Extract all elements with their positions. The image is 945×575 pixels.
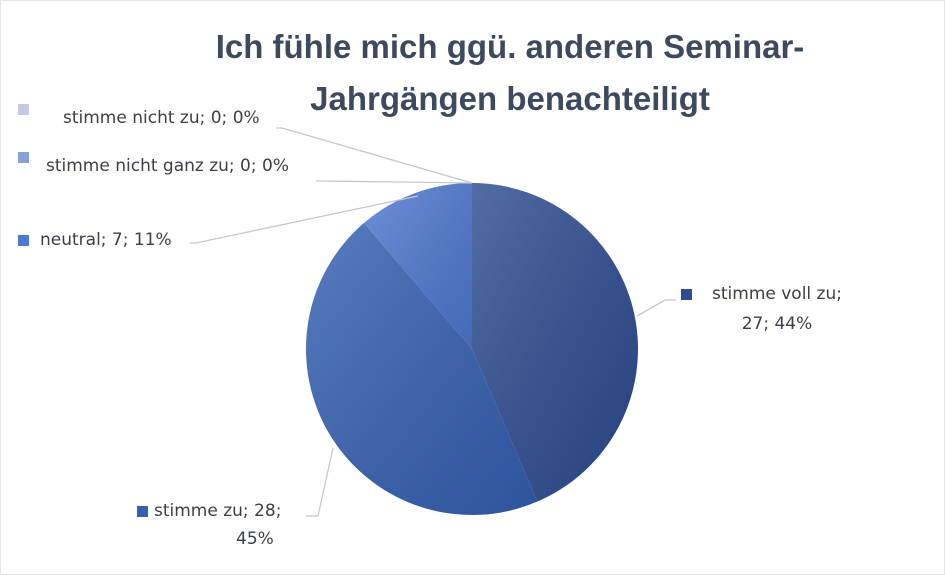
pie-slice-shade-stimme-voll-zu (472, 183, 638, 502)
data-label-stimme-voll-zu-line2: 27; 44% (741, 314, 813, 334)
leader-line-stimme-nicht-ganz-zu (316, 180, 473, 184)
pie-slice-shade-stimme-zu (306, 223, 538, 515)
data-label-stimme-zu-line2: 45% (236, 529, 274, 549)
data-label-stimme-voll-zu: stimme voll zu; 27; 44% (700, 282, 854, 336)
leader-line-stimme-voll-zu (636, 299, 676, 317)
legend-swatch-stimme-zu (137, 506, 148, 517)
legend-swatch-neutral (18, 235, 29, 246)
data-label-stimme-nicht-zu: stimme nicht zu; 0; 0% (63, 108, 260, 128)
leader-line-stimme-nicht-zu (276, 127, 473, 184)
data-label-neutral: neutral; 7; 11% (40, 230, 172, 250)
data-label-stimme-voll-zu-line1: stimme voll zu; (712, 284, 842, 304)
leader-line-neutral (190, 195, 419, 244)
data-label-stimme-zu-line1: stimme zu; 28; (154, 501, 282, 521)
chart-title-line1: Ich fühle mich ggü. anderen Seminar- (215, 28, 805, 65)
pie-slice-shade-neutral (363, 183, 472, 349)
data-label-stimme-nicht-ganz-zu: stimme nicht ganz zu; 0; 0% (46, 156, 289, 176)
chart-title-line2: Jahrgängen benachteiligt (310, 80, 710, 117)
legend-swatch-stimme-voll-zu (681, 289, 692, 300)
leader-line-stimme-zu (306, 447, 334, 517)
legend-swatch-stimme-nicht-ganz-zu (18, 152, 29, 163)
data-label-stimme-zu: stimme zu; 28; 45% (154, 499, 304, 551)
legend-swatch-stimme-nicht-zu (18, 104, 29, 115)
